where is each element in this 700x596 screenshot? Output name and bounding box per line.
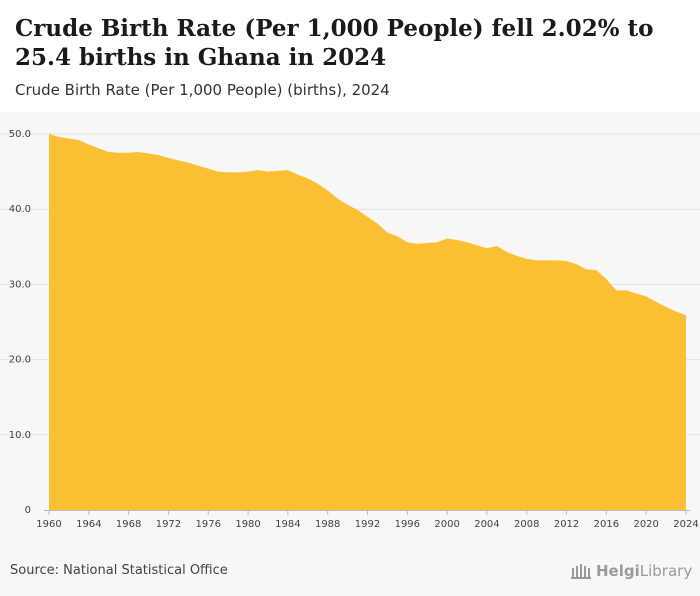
x-tick-label: 2020 xyxy=(633,519,658,530)
x-tick-label: 1980 xyxy=(235,519,260,530)
logo-text: HelgiLibrary xyxy=(596,562,693,580)
x-tick-label: 1972 xyxy=(156,519,181,530)
y-tick-label: 20.0 xyxy=(9,355,31,366)
source-note: Source: National Statistical Office xyxy=(10,563,228,578)
area-chart: 010.020.030.040.050.0 1960 1964 1968 1972 19… xyxy=(0,129,700,530)
chart-title: Crude Birth Rate (Per 1,000 People) fell… xyxy=(15,15,654,71)
chart-subtitle: Crude Birth Rate (Per 1,000 People) (bir… xyxy=(15,81,390,99)
x-tick-label: 1988 xyxy=(315,519,340,530)
x-tick-label: 2016 xyxy=(594,519,619,530)
x-tick-label: 2000 xyxy=(434,519,459,530)
x-axis-ticks: 1960 1964 1968 1972 1976 1980 1984 1988 1992 1996… xyxy=(36,510,699,530)
y-tick-label: 30.0 xyxy=(9,279,31,290)
library-building-icon xyxy=(571,564,591,579)
x-tick-label: 1968 xyxy=(116,519,141,530)
x-tick-label: 2012 xyxy=(554,519,579,530)
y-tick-label: 50.0 xyxy=(9,129,31,140)
x-tick-label: 1964 xyxy=(76,519,101,530)
x-tick-label: 2024 xyxy=(673,519,698,530)
x-tick-label: 1996 xyxy=(395,519,420,530)
y-tick-label: 0 xyxy=(25,505,31,516)
chart-header: Crude Birth Rate (Per 1,000 People) fell… xyxy=(0,0,700,112)
area-series xyxy=(49,134,686,510)
x-tick-label: 1984 xyxy=(275,519,300,530)
x-tick-label: 1992 xyxy=(355,519,380,530)
y-tick-label: 10.0 xyxy=(9,430,31,441)
helgi-library-logo[interactable]: HelgiLibrary xyxy=(570,562,692,580)
x-tick-label: 1960 xyxy=(36,519,61,530)
y-axis-ticks: 0 10.0 20.0 30.0 40.0 50.0 xyxy=(9,129,31,516)
area-birth-rate[interactable] xyxy=(49,134,686,510)
y-tick-label: 40.0 xyxy=(9,204,31,215)
x-tick-label: 2008 xyxy=(514,519,539,530)
x-tick-label: 1976 xyxy=(196,519,221,530)
x-tick-label: 2004 xyxy=(474,519,499,530)
